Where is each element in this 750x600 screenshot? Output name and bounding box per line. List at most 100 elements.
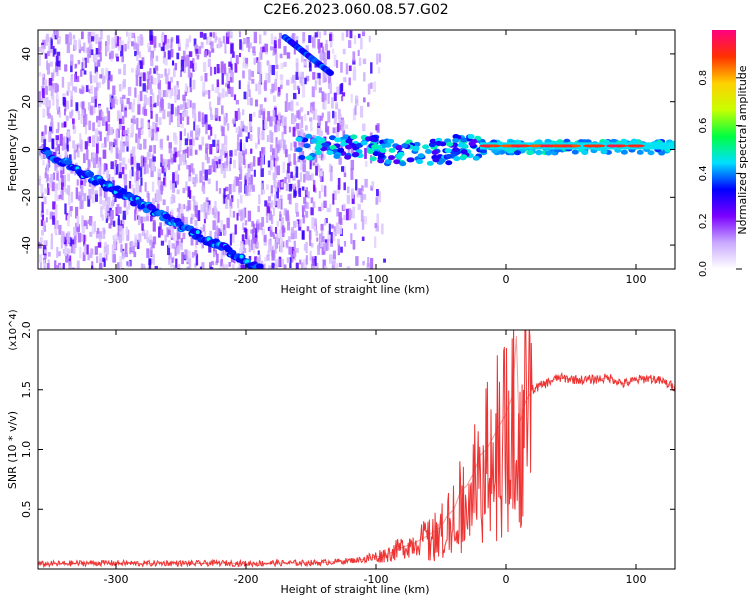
heatmap-cell <box>58 251 61 257</box>
heatmap-cell <box>97 242 102 248</box>
heatmap-cell <box>157 180 161 186</box>
heatmap-cell <box>91 96 95 104</box>
heatmap-cell <box>87 195 91 207</box>
heatmap-cell <box>43 259 46 266</box>
heatmap-cell <box>299 219 302 227</box>
heatmap-cell <box>460 154 468 160</box>
heatmap-cell <box>295 262 299 269</box>
heatmap-cell <box>151 181 155 192</box>
heatmap-cell <box>203 202 207 212</box>
heatmap-cell <box>513 150 521 156</box>
heatmap-cell <box>52 96 55 106</box>
heatmap-cell <box>228 30 232 36</box>
heatmap-cell <box>89 71 92 81</box>
heatmap-cell <box>241 208 245 220</box>
heatmap-cell <box>241 244 246 251</box>
snr-y-tick-label: 0.5 <box>20 501 33 519</box>
heatmap-cell <box>287 153 291 162</box>
heatmap-cell <box>127 86 132 96</box>
heatmap-cell <box>317 115 322 126</box>
heatmap-cell <box>111 201 114 208</box>
heatmap-cell <box>338 225 343 235</box>
heatmap-cell <box>297 130 301 142</box>
heatmap-cell <box>275 53 278 64</box>
heatmap-cell <box>149 96 153 107</box>
heatmap-cell <box>358 57 362 67</box>
heatmap-cell <box>370 258 374 269</box>
heatmap-cell <box>96 136 101 142</box>
heatmap-cell <box>57 122 60 131</box>
heatmap-cell <box>74 63 78 68</box>
heatmap-cell <box>190 217 193 224</box>
heatmap-cell <box>61 175 64 183</box>
heatmap-cell <box>54 209 58 219</box>
heatmap-cell <box>154 265 158 269</box>
heatmap-cell <box>106 199 110 212</box>
heatmap-cell <box>257 205 260 213</box>
heatmap-cell <box>169 180 172 190</box>
heatmap-cell <box>243 207 247 218</box>
heatmap-cell <box>50 87 54 96</box>
heatmap-cell <box>209 267 214 269</box>
heatmap-cell <box>264 43 268 52</box>
heatmap-cell <box>74 170 77 176</box>
heatmap-cell <box>83 234 86 247</box>
heatmap-cell <box>146 248 150 258</box>
heatmap-cell <box>278 184 281 193</box>
heatmap-cell <box>62 136 66 145</box>
colorbar-tick-label: 0.0 <box>698 261 709 277</box>
heatmap-cell <box>116 56 119 62</box>
heatmap-cell <box>143 233 147 240</box>
heatmap-cell <box>328 254 333 264</box>
heatmap-y-tick-label: -20 <box>20 188 33 206</box>
heatmap-cell <box>294 114 297 122</box>
heatmap-cell <box>157 168 161 178</box>
heatmap-cell <box>127 136 130 142</box>
heatmap-cell <box>214 87 219 94</box>
heatmap-cell <box>344 154 352 160</box>
heatmap-cell <box>270 132 274 143</box>
heatmap-cell <box>135 210 139 216</box>
heatmap-cell <box>42 152 46 160</box>
heatmap-cell <box>139 72 143 79</box>
heatmap-cell <box>309 175 312 181</box>
heatmap-cell <box>189 72 193 78</box>
heatmap-cell <box>274 194 277 206</box>
heatmap-cell <box>247 163 251 169</box>
heatmap-cell <box>161 165 164 174</box>
heatmap-cell <box>236 142 240 151</box>
heatmap-cell <box>312 38 316 49</box>
heatmap-cell <box>253 169 256 177</box>
heatmap-cell <box>91 31 96 40</box>
heatmap-cell <box>148 149 151 158</box>
heatmap-cell <box>351 194 355 205</box>
heatmap-cell <box>176 52 180 60</box>
heatmap-cell <box>241 122 244 129</box>
heatmap-cell <box>149 234 153 244</box>
heatmap-cell <box>250 97 253 106</box>
heatmap-cell <box>308 35 312 44</box>
heatmap-cell <box>154 65 159 71</box>
colorbar-tick-label: 0.8 <box>698 70 709 86</box>
heatmap-x-axis-label: Height of straight line (km) <box>280 283 429 296</box>
heatmap-cell <box>329 203 332 213</box>
heatmap-cell <box>244 125 248 133</box>
heatmap-cell <box>245 238 250 245</box>
heatmap-cell <box>626 144 639 148</box>
heatmap-cell <box>245 173 249 180</box>
heatmap-cell <box>247 210 252 222</box>
heatmap-cell <box>312 71 316 80</box>
heatmap-cell <box>177 150 181 157</box>
heatmap-cell <box>103 116 107 126</box>
heatmap-cell <box>284 116 287 126</box>
heatmap-cell <box>168 258 171 265</box>
heatmap-cell <box>281 116 284 127</box>
heatmap-cell <box>79 246 82 259</box>
heatmap-cell <box>131 68 134 73</box>
heatmap-cell <box>74 235 77 244</box>
heatmap-cell <box>118 188 127 195</box>
heatmap-cell <box>345 63 348 75</box>
snr-frame <box>37 329 676 570</box>
heatmap-cell <box>218 116 221 122</box>
heatmap-cell <box>156 67 159 75</box>
